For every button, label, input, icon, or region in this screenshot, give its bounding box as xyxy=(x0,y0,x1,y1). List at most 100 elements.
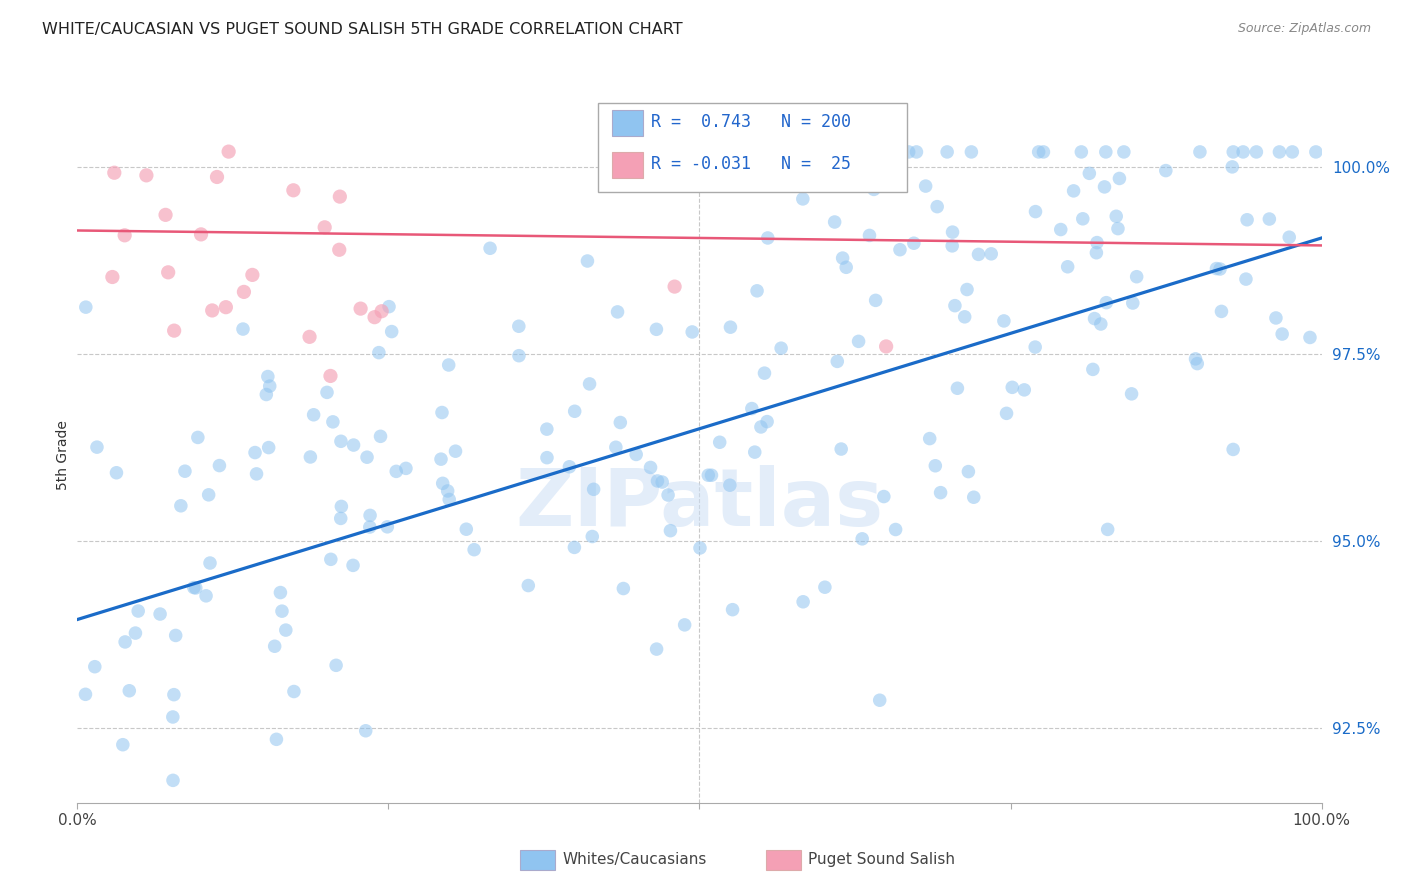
Point xyxy=(215,300,238,314)
Point xyxy=(1090,317,1112,331)
Point xyxy=(263,639,285,653)
Point xyxy=(135,169,157,183)
Point xyxy=(1063,184,1085,198)
Point xyxy=(756,415,779,429)
Point xyxy=(259,379,281,393)
Point xyxy=(993,314,1015,328)
Point xyxy=(721,602,744,616)
Point xyxy=(1205,261,1227,276)
Point xyxy=(744,445,766,459)
Point xyxy=(367,345,389,359)
Point xyxy=(1105,209,1128,223)
Point xyxy=(105,466,128,480)
Point xyxy=(1024,204,1046,219)
Point xyxy=(75,687,97,701)
Point xyxy=(1222,442,1244,457)
Point xyxy=(673,618,696,632)
Point xyxy=(149,607,172,621)
Point xyxy=(1188,145,1211,159)
Point xyxy=(195,589,218,603)
Point xyxy=(941,239,963,253)
Point xyxy=(536,450,558,465)
Point xyxy=(328,243,350,257)
Point xyxy=(245,467,267,481)
Point xyxy=(914,179,936,194)
Point xyxy=(232,322,254,336)
Point xyxy=(432,476,454,491)
Point xyxy=(918,432,941,446)
Point xyxy=(201,303,224,318)
Point xyxy=(378,300,401,314)
Point xyxy=(720,320,742,334)
Point xyxy=(1234,272,1257,286)
Point xyxy=(456,522,478,536)
Point xyxy=(581,529,603,543)
Point xyxy=(605,440,627,454)
Point xyxy=(437,358,460,372)
Text: R = -0.031   N =  25: R = -0.031 N = 25 xyxy=(651,155,851,173)
Point xyxy=(953,310,976,324)
Point xyxy=(1094,180,1116,194)
Point xyxy=(963,490,986,504)
Point xyxy=(889,243,911,257)
Point xyxy=(257,441,280,455)
Point xyxy=(1211,304,1233,318)
Point xyxy=(1278,230,1301,244)
Point xyxy=(749,420,772,434)
Point xyxy=(709,435,731,450)
Point xyxy=(1028,145,1050,159)
Text: Source: ZipAtlas.com: Source: ZipAtlas.com xyxy=(1237,22,1371,36)
Point xyxy=(1281,145,1303,159)
Point xyxy=(903,236,925,251)
Point xyxy=(1121,387,1143,401)
Point xyxy=(114,228,136,243)
Point xyxy=(709,145,731,159)
Text: ZIPatlas: ZIPatlas xyxy=(516,465,883,542)
Point xyxy=(606,305,628,319)
Point xyxy=(564,541,586,555)
Point xyxy=(946,381,969,395)
Point xyxy=(624,447,647,461)
Point xyxy=(359,520,381,534)
Point xyxy=(681,325,703,339)
Point xyxy=(1232,145,1254,159)
Point xyxy=(792,595,814,609)
Point xyxy=(897,145,920,159)
Point xyxy=(205,169,228,184)
Point xyxy=(162,710,184,724)
Point xyxy=(232,285,254,299)
Point xyxy=(314,220,336,235)
Point xyxy=(1095,145,1118,159)
Point xyxy=(330,500,353,514)
Point xyxy=(995,406,1018,420)
Point xyxy=(1071,211,1094,226)
Point xyxy=(936,145,959,159)
Point xyxy=(430,405,453,419)
Point xyxy=(824,215,846,229)
Point xyxy=(155,208,177,222)
Point xyxy=(370,429,392,443)
Point xyxy=(370,304,392,318)
Point xyxy=(924,458,946,473)
Point xyxy=(363,310,385,325)
Point xyxy=(163,324,186,338)
Point xyxy=(1108,171,1130,186)
Text: WHITE/CAUCASIAN VS PUGET SOUND SALISH 5TH GRADE CORRELATION CHART: WHITE/CAUCASIAN VS PUGET SOUND SALISH 5T… xyxy=(42,22,683,37)
Point xyxy=(463,542,485,557)
Point xyxy=(1001,380,1024,394)
Y-axis label: 5th Grade: 5th Grade xyxy=(56,420,70,490)
Point xyxy=(197,488,219,502)
Point xyxy=(1125,269,1147,284)
Point xyxy=(1268,145,1291,159)
Point xyxy=(170,499,193,513)
Point xyxy=(851,532,873,546)
Point xyxy=(436,483,458,498)
Point xyxy=(612,582,634,596)
Point xyxy=(118,683,141,698)
Text: R =  0.743   N = 200: R = 0.743 N = 200 xyxy=(651,113,851,131)
Point xyxy=(1085,245,1108,260)
Point xyxy=(869,693,891,707)
Point xyxy=(956,283,979,297)
Point xyxy=(831,251,853,265)
Point xyxy=(257,369,280,384)
